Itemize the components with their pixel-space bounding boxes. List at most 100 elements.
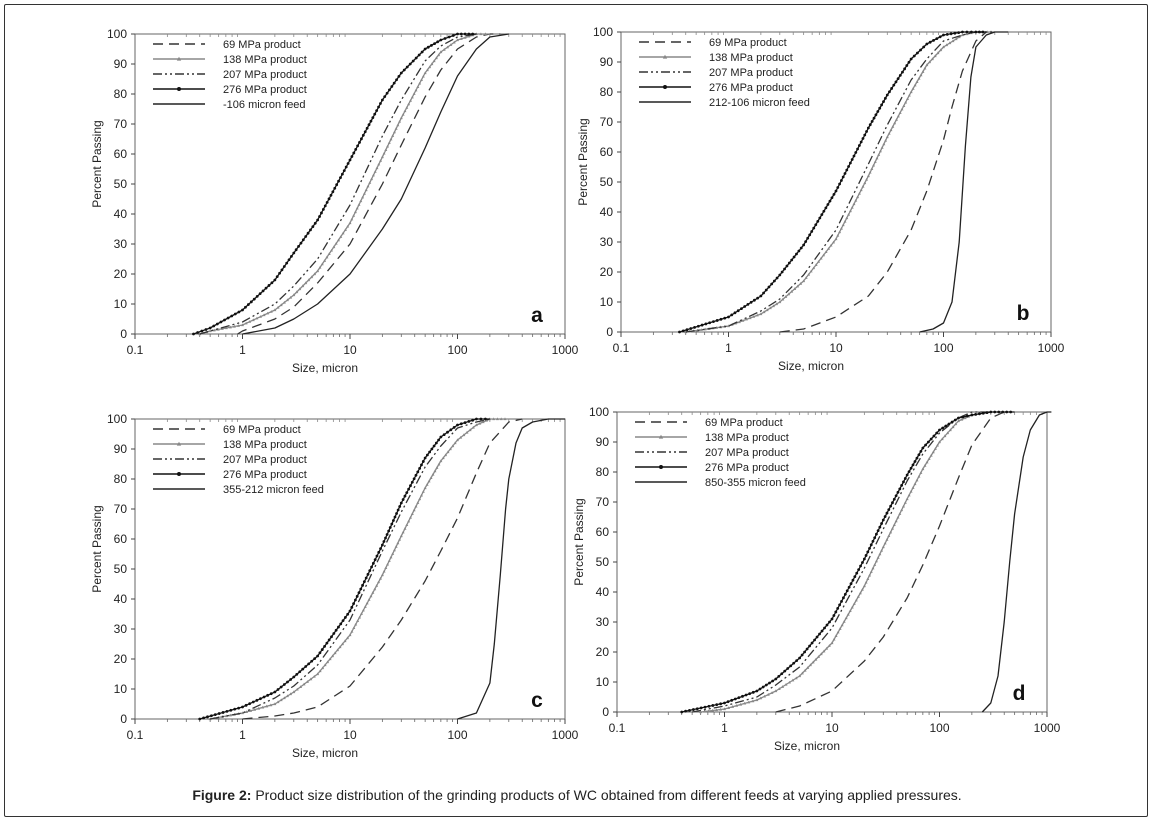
series-marker-4: [340, 172, 344, 176]
series-marker-4: [362, 580, 366, 584]
series-marker-4: [273, 690, 277, 694]
series-marker-4: [367, 123, 371, 127]
series-marker-2: [408, 99, 412, 102]
series-line-3: [199, 33, 477, 335]
series-marker-2: [880, 548, 884, 552]
series-marker-2: [244, 321, 248, 325]
series-marker-4: [792, 255, 796, 259]
series-marker-4: [337, 625, 340, 629]
series-marker-2: [794, 676, 798, 680]
x-tick-label: 1: [239, 728, 246, 742]
x-tick-label: 0.1: [127, 343, 144, 357]
series-marker-4: [814, 223, 818, 227]
series-marker-2: [703, 709, 707, 713]
series-marker-4: [863, 133, 867, 137]
series-marker-4: [221, 711, 225, 714]
series-marker-4: [699, 706, 703, 710]
series-marker-4: [700, 323, 704, 327]
series-marker-4: [289, 678, 293, 681]
series-marker-4: [313, 657, 317, 661]
series-marker-2: [453, 441, 457, 445]
series-marker-4: [838, 603, 842, 607]
series-marker-2: [346, 224, 350, 228]
series-marker-4: [1001, 410, 1005, 414]
series-marker-2: [739, 702, 743, 706]
series-marker-2: [325, 255, 329, 259]
series-marker-4: [783, 669, 787, 673]
series-marker-4: [953, 31, 957, 35]
series-marker-2: [373, 587, 377, 591]
series-marker-4: [209, 714, 213, 718]
series-marker-2: [485, 418, 489, 422]
series-marker-4: [803, 650, 807, 654]
series-marker-2: [387, 559, 391, 562]
series-marker-2: [915, 478, 919, 482]
series-marker-4: [785, 264, 789, 268]
series-marker-2: [323, 663, 327, 667]
series-marker-4: [226, 316, 230, 320]
series-marker-4: [957, 416, 960, 420]
series-marker-2: [814, 263, 818, 266]
series-marker-2: [840, 623, 844, 627]
series-marker-2: [834, 634, 838, 637]
series-marker-4: [888, 90, 891, 94]
series-marker-4: [965, 30, 969, 34]
series-marker-4: [841, 175, 845, 179]
series-marker-2: [341, 231, 345, 235]
series-marker-2: [499, 417, 503, 421]
series-marker-4: [456, 32, 459, 36]
series-marker-4: [411, 59, 415, 63]
series-marker-4: [945, 33, 949, 36]
legend-label-5: 212-106 micron feed: [709, 97, 810, 109]
series-marker-4: [375, 109, 379, 112]
series-marker-2: [299, 685, 303, 688]
series-marker-4: [196, 331, 200, 334]
series-marker-4: [949, 32, 953, 36]
series-marker-2: [355, 206, 359, 210]
series-marker-4: [405, 65, 409, 69]
series-marker-4: [810, 641, 814, 645]
legend-marker-4: [659, 465, 663, 469]
series-marker-4: [924, 443, 928, 447]
series-marker-2: [312, 674, 316, 678]
series-marker-2: [282, 696, 286, 700]
series-marker-4: [258, 292, 262, 296]
series-marker-4: [696, 324, 700, 328]
series-marker-4: [344, 165, 348, 169]
series-marker-2: [917, 474, 921, 478]
series-marker-2: [446, 45, 450, 49]
series-marker-4: [805, 647, 809, 651]
series-marker-4: [932, 434, 936, 438]
series-marker-2: [403, 109, 407, 113]
series-marker-4: [393, 515, 397, 519]
series-marker-2: [707, 709, 711, 713]
series-marker-4: [911, 463, 915, 467]
series-marker-4: [459, 422, 463, 426]
series-marker-2: [872, 163, 876, 167]
series-marker-4: [832, 614, 836, 617]
series-marker-4: [799, 246, 803, 250]
series-marker-2: [386, 562, 390, 566]
series-marker-2: [880, 146, 884, 149]
series-marker-4: [390, 522, 394, 526]
series-marker-2: [483, 32, 487, 36]
series-marker-4: [384, 536, 387, 540]
legend-label-4: 276 MPa product: [709, 82, 793, 94]
x-tick-label: 10: [825, 721, 839, 735]
series-marker-2: [775, 302, 779, 306]
series-marker-2: [822, 649, 826, 653]
series-marker-4: [447, 35, 451, 39]
series-marker-4: [843, 172, 847, 175]
series-marker-2: [819, 652, 823, 656]
series-marker-4: [798, 656, 802, 660]
series-marker-2: [414, 88, 418, 92]
series-marker-2: [439, 50, 443, 54]
series-marker-4: [953, 418, 957, 422]
series-marker-4: [755, 689, 759, 693]
series-marker-2: [396, 123, 400, 127]
series-marker-2: [389, 555, 393, 559]
series-marker-4: [439, 38, 443, 42]
series-marker-2: [276, 700, 280, 704]
x-axis-label: Size, micron: [292, 361, 358, 375]
y-tick-label: 10: [114, 297, 128, 311]
